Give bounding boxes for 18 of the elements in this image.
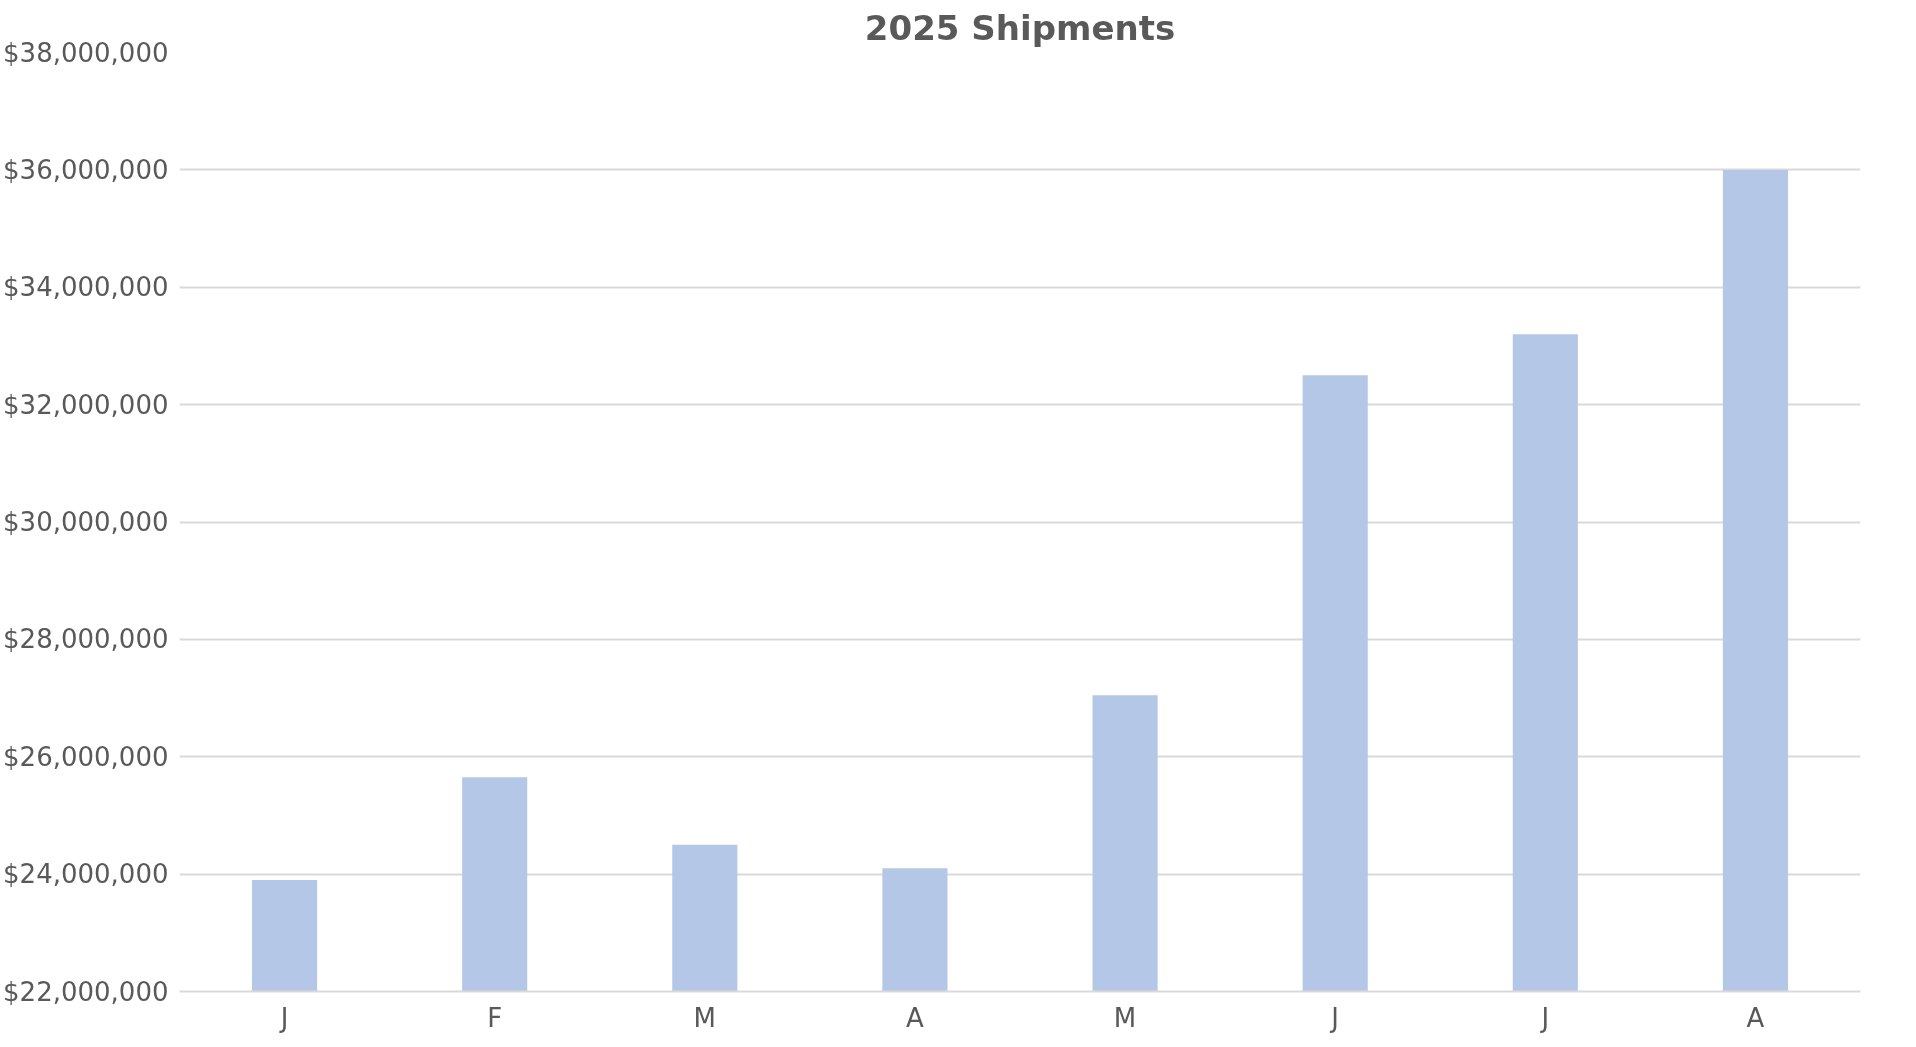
y-tick-label: $32,000,000 [3,389,169,420]
chart-title: 2025 Shipments [864,7,1176,48]
y-tick-label: $24,000,000 [3,859,169,890]
x-tick-label: M [693,1002,717,1033]
y-tick-label: $22,000,000 [3,976,169,1007]
y-tick-label: $34,000,000 [3,272,169,303]
y-tick-label: $28,000,000 [3,624,169,655]
y-tick-label: $30,000,000 [3,507,169,537]
x-tick-label: M [1113,1002,1137,1033]
y-tick-label: $26,000,000 [3,741,169,772]
x-tick-label: F [487,1002,503,1033]
x-tick-label: J [1539,1002,1550,1033]
x-tick-label: J [278,1002,289,1033]
x-tick-label: A [906,1002,925,1033]
y-tick-label: $38,000,000 [3,37,169,68]
x-tick-label: J [1329,1002,1340,1033]
y-tick-label: $36,000,000 [3,154,169,185]
x-tick-label: A [1746,1002,1765,1033]
